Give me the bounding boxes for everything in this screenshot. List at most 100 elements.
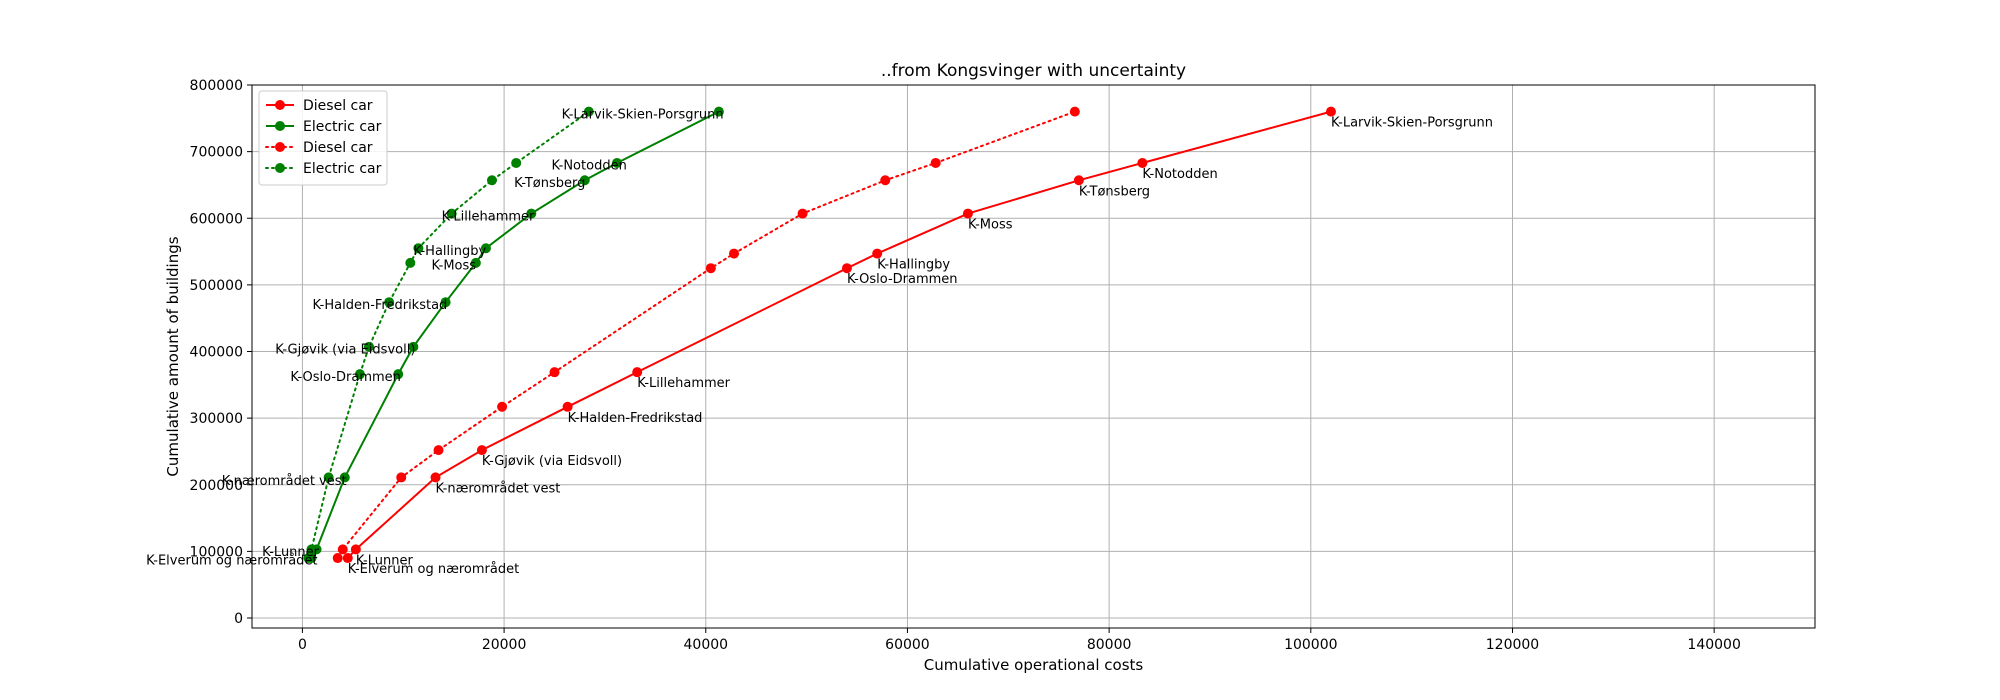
point-label: K-Gjøvik (via Eidsvoll) [482,454,622,469]
series-0 [342,106,1336,564]
data-point [339,472,350,483]
data-point [841,263,852,274]
y-tick-label: 600000 [190,211,243,227]
data-point [797,208,808,219]
data-point [337,544,348,555]
data-point [430,472,441,483]
data-point [497,401,508,412]
data-point [342,553,353,564]
data-point [470,257,481,268]
series-line [310,110,720,559]
legend-marker [275,100,285,110]
legend-item: Diesel car [266,98,373,114]
data-point [303,553,314,564]
legend-box [258,90,388,186]
legend-label: Diesel car [303,140,373,156]
annotation-label: K-nærområdet vest [222,474,347,489]
data-point [440,297,451,308]
legend-label: Electric car [303,161,382,177]
plot-series [303,106,1336,564]
y-axis-label: Cumulative amount of buildings [164,236,182,476]
data-point [332,553,343,564]
data-point [872,248,883,259]
x-tick-label: 100000 [1284,637,1337,653]
annotation-label: K-Hallingby [413,244,486,259]
annotation-label: K-Gjøvik (via Eidsvoll) [275,343,415,358]
annotation-label: K-Notodden [551,159,626,174]
x-tick-label: 20000 [482,637,527,653]
x-tick-label: 40000 [684,637,729,653]
y-tick-label: 200000 [190,478,243,494]
y-tick-label: 400000 [190,345,243,361]
data-point [433,445,444,456]
x-axis-label: Cumulative operational costs [924,656,1144,674]
x-tick-label: 60000 [885,637,930,653]
data-point [632,367,643,378]
legend: Diesel car Electric car Diesel car Electric… [258,90,388,186]
legend-marker [275,121,285,131]
y-tick-label: 500000 [190,278,243,294]
plot-frame [251,84,1816,629]
point-label: K-Lillehammer [637,376,730,391]
point-label: K-Lunner [356,553,414,568]
data-point [962,208,973,219]
annotation-label: K-Lillehammer [442,209,535,224]
data-point [350,544,361,555]
y-tick-label: 0 [234,611,243,627]
legend-marker [275,142,285,152]
point-label: K-Notodden [1142,167,1217,182]
data-point [579,175,590,186]
legend-label: Electric car [303,119,382,135]
point-label: K-Elverum og nærområdet [348,562,519,577]
legend-item: Electric car [266,119,382,135]
data-point [363,341,374,352]
data-point [930,157,941,168]
annotation-label: K-Oslo-Drammen [290,370,401,385]
x-tick-label: 0 [298,637,307,653]
point-label: K-Moss [968,218,1013,233]
legend-item: Electric car [265,161,382,177]
y-tick-label: 100000 [190,544,243,560]
grid [252,84,1815,628]
data-point [486,175,497,186]
data-point [880,175,891,186]
data-point [446,208,457,219]
data-point [393,369,404,380]
x-tick-label: 140000 [1687,637,1740,653]
series-2 [332,106,1080,564]
x-tick-label: 120000 [1486,637,1539,653]
point-label: K-nærområdet vest [436,481,561,496]
data-point [405,257,416,268]
data-point [729,248,740,259]
x-tick-label: 80000 [1087,637,1132,653]
annotation-label: K-Tønsberg [514,176,585,191]
y-tick-label: 700000 [190,145,243,161]
y-tick-label: 800000 [190,78,243,94]
data-point [323,472,334,483]
data-point [612,157,623,168]
data-point [306,544,317,555]
point-labels: K-Elverum og nærområdetK-LunnerK-nærområ… [146,107,1493,577]
data-point [1069,106,1080,117]
point-label: K-Hallingby [877,258,950,273]
data-point [526,208,537,219]
data-point [713,106,724,117]
axes: 0 20000 40000 60000 80000 100000 120000 140000 0… [190,78,1741,653]
annotation-label: K-Lunner [262,545,320,560]
annotation-label: K-Larvik-Skien-Porsgrunn [562,107,724,122]
data-point [511,157,522,168]
data-point [549,367,560,378]
y-tick-label: 300000 [190,411,243,427]
data-point [354,369,365,380]
data-point [1325,106,1336,117]
point-label: K-Larvik-Skien-Porsgrunn [1331,116,1493,131]
series-1 [306,106,724,564]
annotation-label: K-Elverum og nærområdet [146,554,317,569]
legend-label: Diesel car [303,98,373,114]
data-point [396,472,407,483]
annotation-label: K-Halden-Fredrikstad [313,298,448,313]
series-3 [303,106,594,564]
chart-title: ..from Kongsvinger with uncertainty [881,61,1186,81]
point-label: K-Tønsberg [1079,184,1150,199]
data-point [384,297,395,308]
